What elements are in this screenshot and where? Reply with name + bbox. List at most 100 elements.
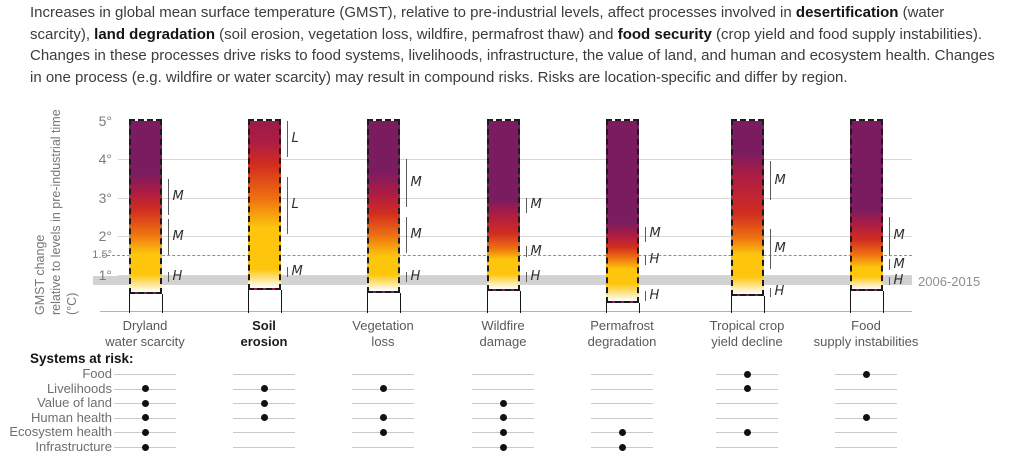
- intro-text-run: (water scarcity),: [30, 4, 945, 43]
- intro-paragraph: Increases in global mean surface tempera…: [30, 2, 1008, 88]
- confidence-bracket: [888, 259, 890, 270]
- confidence-bracket: [405, 271, 407, 282]
- system-risk-dot: [141, 414, 149, 422]
- system-risk-dot: [743, 385, 751, 393]
- y-axis-title-line2: relative to levels in pre-industrial tim…: [49, 109, 79, 315]
- confidence-bracket: [644, 226, 646, 242]
- category-label-2: Soil erosion: [240, 318, 288, 349]
- system-row-label-value-of-land: Value of land: [37, 395, 112, 411]
- system-risk-dot: [618, 443, 626, 451]
- category-label-5: Permafrost degradation: [587, 318, 657, 349]
- system-cell-line: [472, 388, 534, 390]
- confidence-letter-M: M: [410, 226, 422, 242]
- confidence-bracket: [644, 290, 646, 302]
- system-row-label-livelihoods: Livelihoods: [46, 380, 112, 396]
- y-axis-title-line1: GMST change: [33, 234, 47, 315]
- x-axis-baseline: [100, 310, 912, 312]
- confidence-letter-M: M: [893, 228, 905, 244]
- system-cell-line: [716, 403, 778, 405]
- system-risk-dot: [141, 443, 149, 451]
- system-risk-dot: [141, 399, 149, 407]
- system-risk-dot: [499, 443, 507, 451]
- confidence-bracket: [286, 121, 288, 158]
- bar-leg-right: [161, 293, 163, 314]
- confidence-letter-L: L: [291, 131, 299, 147]
- system-row-label-infrastructure: Infrastructure: [35, 439, 112, 454]
- bar-leg-right: [882, 290, 884, 314]
- system-row-label-food: Food: [82, 366, 112, 381]
- bar-leg-left: [486, 291, 488, 314]
- confidence-letter-H: H: [410, 268, 421, 284]
- risk-gradient-bar-4: [486, 119, 520, 292]
- system-cell-line: [352, 447, 414, 448]
- system-cell-line: [233, 374, 295, 375]
- confidence-bracket: [525, 245, 527, 258]
- bar-leg-left: [128, 293, 130, 314]
- bar-leg-left: [366, 293, 368, 314]
- confidence-bracket: [405, 217, 407, 253]
- category-label-4: Wildfire damage: [479, 318, 527, 349]
- confidence-bracket: [286, 266, 288, 277]
- y-tick-1.5°: 1.5°: [92, 249, 112, 262]
- system-risk-dot: [260, 385, 268, 393]
- confidence-bracket: [167, 218, 169, 256]
- risk-gradient-bar-5: [605, 119, 639, 304]
- system-risk-dot: [618, 428, 626, 436]
- category-label-3: Vegetation loss: [352, 318, 414, 349]
- category-label-7: Food supply instabilities: [813, 318, 919, 349]
- bar-leg-right: [519, 291, 521, 314]
- confidence-letter-M: M: [530, 243, 542, 259]
- intro-text-run: (soil erosion, vegetation loss, wildfire…: [215, 25, 618, 43]
- bar-leg-right: [280, 289, 282, 314]
- system-risk-dot: [499, 399, 507, 407]
- confidence-letter-H: H: [649, 288, 660, 304]
- system-cell-line: [591, 388, 653, 390]
- system-cell-line: [835, 388, 897, 390]
- confidence-letter-M: M: [291, 263, 303, 279]
- bar-leg-right: [763, 295, 765, 314]
- y-tick-1°: 1°: [98, 266, 112, 283]
- observed-warming-band-label: 2006-2015: [918, 273, 981, 289]
- system-risk-dot: [499, 414, 507, 422]
- intro-bold-term: land degradation: [94, 25, 216, 43]
- category-label-1: Dryland water scarcity: [105, 318, 185, 349]
- system-cell-line: [352, 403, 414, 405]
- intro-text-run: (crop yield and food supply instabilitie…: [30, 25, 995, 86]
- bar-leg-right: [638, 303, 640, 314]
- risk-gradient-bar-2: [247, 119, 281, 290]
- confidence-bracket: [525, 197, 527, 214]
- system-risk-dot: [260, 399, 268, 407]
- risk-gradient-bar-3: [366, 119, 400, 294]
- system-risk-dot: [743, 370, 751, 378]
- system-cell-line: [835, 432, 897, 434]
- intro-bold-term: food security: [617, 25, 712, 43]
- bar-leg-left: [849, 290, 851, 314]
- bar-leg-left: [247, 289, 249, 314]
- confidence-bracket: [644, 255, 646, 265]
- system-risk-dot: [260, 414, 268, 422]
- system-cell-line: [233, 447, 295, 448]
- y-tick-4°: 4°: [98, 151, 112, 168]
- system-cell-line: [716, 417, 778, 419]
- confidence-letter-M: M: [172, 188, 184, 204]
- confidence-letter-H: H: [893, 272, 904, 288]
- system-row-label-ecosystem-health: Ecosystem health: [9, 424, 112, 440]
- confidence-letter-M: M: [893, 256, 905, 272]
- confidence-letter-M: M: [530, 197, 542, 213]
- bar-leg-left: [605, 303, 607, 314]
- system-risk-dot: [141, 428, 149, 436]
- confidence-bracket: [167, 178, 169, 216]
- risk-gradient-bar-6: [730, 119, 764, 296]
- y-tick-5°: 5°: [98, 113, 112, 129]
- confidence-bracket: [888, 217, 890, 256]
- system-risk-dot: [379, 385, 387, 393]
- category-label-6: Tropical crop yield decline: [709, 318, 785, 349]
- confidence-letter-H: H: [530, 268, 541, 284]
- confidence-bracket: [167, 271, 169, 282]
- confidence-letter-M: M: [774, 172, 786, 188]
- bar-leg-left: [730, 295, 732, 314]
- confidence-letter-H: H: [774, 284, 785, 300]
- confidence-bracket: [286, 176, 288, 235]
- confidence-letter-H: H: [172, 268, 183, 284]
